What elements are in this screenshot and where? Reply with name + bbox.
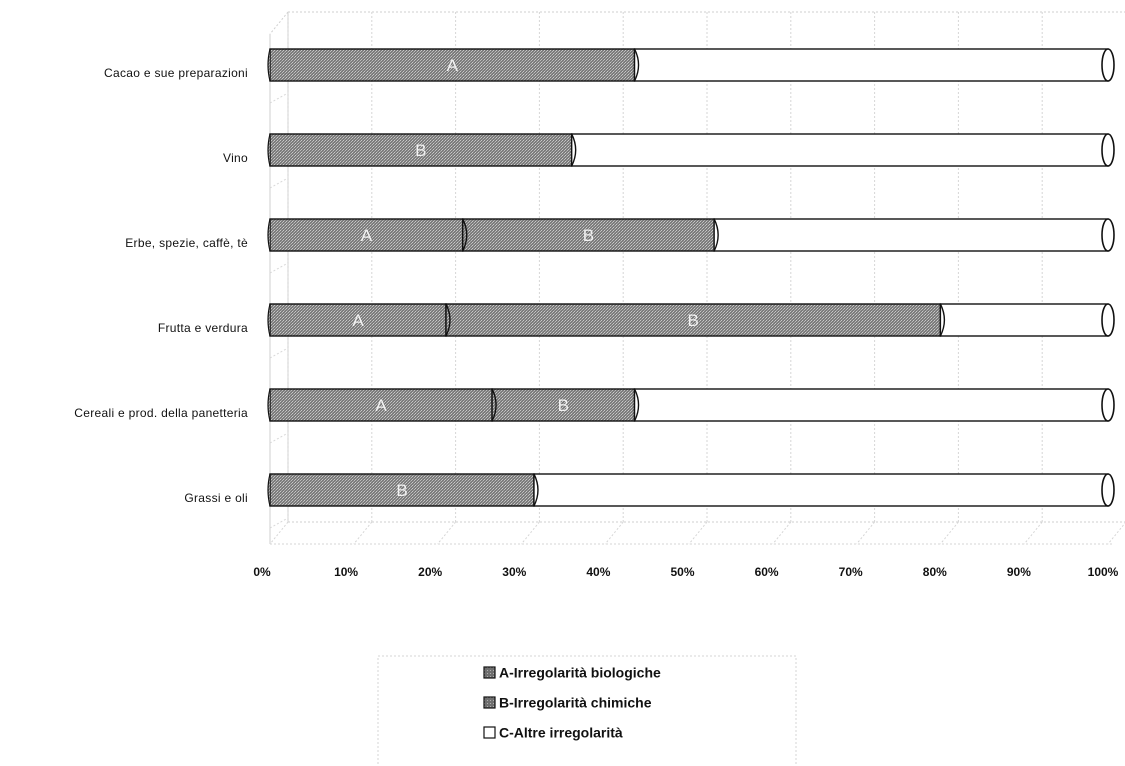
segment-divider	[633, 48, 640, 82]
segment-label: A	[447, 56, 459, 75]
bar-segment-b	[462, 218, 715, 252]
segment-divider	[713, 218, 719, 252]
bar-segment-c	[570, 133, 1109, 167]
segment-label: A	[375, 396, 387, 415]
floor-gridline	[269, 521, 289, 545]
bar-end-cap	[1101, 303, 1115, 337]
bar-segment-b	[269, 473, 535, 507]
segment-divider	[445, 303, 451, 337]
x-tick-label: 70%	[839, 565, 863, 579]
legend-item-label: A-Irregolarità biologiche	[499, 665, 661, 681]
legend-item-label: C-Altre irregolarità	[499, 725, 623, 741]
bar-end-cap	[1101, 133, 1115, 167]
segment-label: A	[352, 311, 364, 330]
bar-segment-c	[939, 303, 1109, 337]
floor-gridline	[604, 521, 624, 545]
bar-start-cap	[267, 303, 271, 337]
bar-segment-a	[269, 303, 447, 337]
category-labels: Cacao e sue preparazioni Vino Erbe, spezie…	[74, 66, 248, 505]
segment-divider	[533, 473, 539, 507]
x-tick-label: 80%	[923, 565, 947, 579]
wall-edge	[269, 11, 289, 35]
segment-label: B	[558, 396, 569, 415]
wall-gridline	[269, 432, 289, 444]
bar-start-cap	[267, 218, 271, 252]
floor-gridline	[1107, 522, 1125, 545]
segment-label: B	[583, 226, 594, 245]
x-axis-ticks: 0% 10% 20% 30% 40% 50% 60% 70% 80% 90% 100%	[253, 565, 1118, 579]
floor-gridline	[1023, 521, 1043, 545]
legend-box	[377, 655, 797, 766]
bar-segment-a	[269, 218, 464, 252]
bar-group: B	[267, 473, 1115, 507]
x-tick-label: 100%	[1088, 565, 1119, 579]
bar-start-cap	[267, 48, 271, 82]
wall-gridline	[269, 262, 289, 274]
plot-grid	[269, 11, 1125, 545]
bar-group: B	[267, 133, 1115, 167]
segment-divider	[491, 388, 497, 422]
legend: A-Irregolarità biologiche B-Irregolarità …	[377, 655, 797, 766]
floor-gridline	[940, 521, 959, 545]
category-label: Vino	[223, 151, 248, 165]
bars: ABA BA BA BB	[267, 48, 1115, 507]
bar-start-cap	[267, 388, 271, 422]
legend-swatch	[483, 696, 496, 709]
category-label: Erbe, spezie, caffè, tè	[125, 236, 248, 250]
x-tick-label: 60%	[755, 565, 779, 579]
bar-segment-c	[713, 218, 1109, 252]
segment-divider	[571, 133, 577, 167]
legend-item-label: B-Irregolarità chimiche	[499, 695, 652, 711]
segment-label: B	[688, 311, 699, 330]
bar-start-cap	[267, 133, 271, 167]
x-tick-label: 30%	[502, 565, 526, 579]
bar-start-cap	[267, 473, 271, 507]
segment-label: B	[415, 141, 426, 160]
x-tick-label: 0%	[253, 565, 271, 579]
floor-gridline	[688, 521, 708, 545]
floor-gridline	[772, 521, 792, 545]
x-tick-label: 90%	[1007, 565, 1031, 579]
floor-gridline	[353, 521, 373, 545]
x-tick-label: 10%	[334, 565, 358, 579]
x-tick-label: 50%	[670, 565, 694, 579]
category-label: Frutta e verdura	[158, 321, 248, 335]
segment-divider	[633, 388, 640, 422]
legend-swatch	[483, 666, 496, 679]
wall-gridline	[269, 517, 289, 529]
bar-group: A	[267, 48, 1115, 82]
x-tick-label: 40%	[586, 565, 610, 579]
bar-segment-c	[533, 473, 1109, 507]
bar-end-cap	[1101, 48, 1115, 82]
floor-gridline	[437, 521, 456, 545]
legend-swatch	[483, 726, 496, 739]
wall-gridline	[269, 347, 289, 359]
segment-label: A	[361, 226, 373, 245]
segment-divider	[462, 218, 468, 252]
bar-end-cap	[1101, 218, 1115, 252]
category-label: Cacao e sue preparazioni	[104, 66, 248, 80]
wall-gridline	[269, 92, 289, 104]
x-tick-label: 20%	[418, 565, 442, 579]
floor-gridline	[521, 521, 540, 545]
bar-end-cap	[1101, 473, 1115, 507]
bar-segment-a	[269, 48, 636, 82]
segment-divider	[939, 303, 946, 337]
wall-gridline	[269, 177, 289, 189]
category-label: Cereali e prod. della panetteria	[74, 406, 248, 420]
bar-end-cap	[1101, 388, 1115, 422]
segment-label: B	[396, 481, 407, 500]
bar-segment-c	[633, 388, 1109, 422]
category-label: Grassi e oli	[184, 491, 248, 505]
bar-segment-c	[633, 48, 1109, 82]
plot-back-wall	[287, 11, 1125, 523]
floor-gridline	[856, 521, 875, 545]
